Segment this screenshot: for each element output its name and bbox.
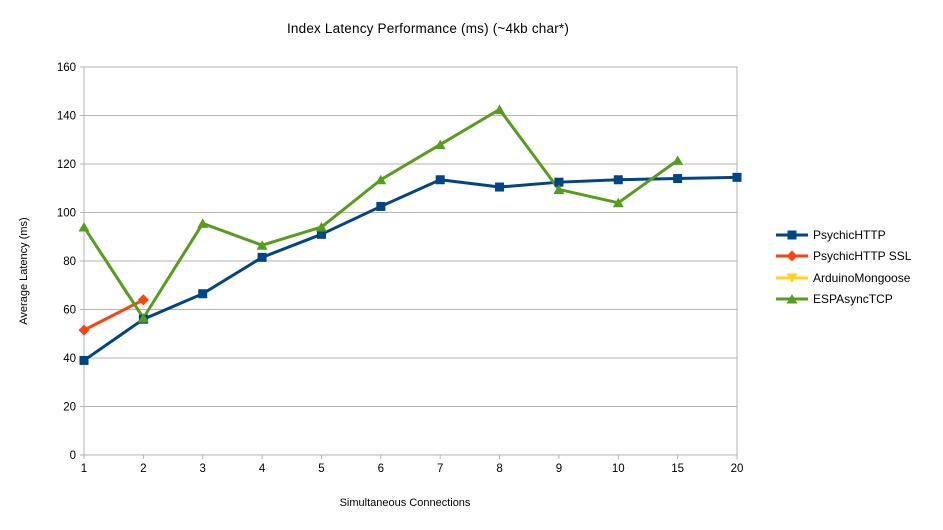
series-line-psychichttp bbox=[83, 175, 738, 362]
x-tick-label: 9 bbox=[556, 463, 562, 475]
legend-label: ESPAsyncTCP bbox=[813, 292, 893, 307]
legend-label: ArduinoMongoose bbox=[813, 270, 911, 285]
legend-marker-shape bbox=[787, 230, 797, 240]
x-axis-title: Simultaneous Connections bbox=[339, 497, 471, 509]
data-point-psychichttp bbox=[376, 201, 386, 211]
y-tick-label: 160 bbox=[57, 62, 76, 74]
data-point-espasynctcp bbox=[612, 197, 624, 208]
legend-marker-shape bbox=[786, 273, 798, 283]
data-point-psychichttp bbox=[495, 182, 505, 192]
data-point-psychichttp bbox=[79, 355, 89, 365]
data-point-espasynctcp bbox=[672, 155, 684, 165]
data-point-psychichttp bbox=[198, 289, 208, 299]
legend-marker-diamond-icon bbox=[776, 250, 808, 262]
x-tick-label: 15 bbox=[671, 463, 684, 475]
data-point-psychichttp-ssl bbox=[137, 294, 149, 306]
data-point-espasynctcp bbox=[315, 222, 327, 232]
data-point-psychichttp bbox=[732, 172, 742, 182]
legend-label: PsychicHTTP bbox=[813, 227, 886, 242]
data-point-psychichttp-ssl bbox=[78, 324, 90, 336]
series-line-espasynctcp bbox=[82, 107, 679, 320]
data-point-espasynctcp bbox=[375, 174, 387, 185]
x-tick-label: 7 bbox=[437, 463, 443, 475]
y-tick-label: 20 bbox=[63, 402, 76, 414]
x-tick-label: 10 bbox=[612, 463, 625, 475]
legend-marker-triangle-down-icon bbox=[776, 273, 808, 283]
y-tick-label: 140 bbox=[57, 111, 76, 123]
legend-label: PsychicHTTP SSL bbox=[813, 249, 912, 264]
legend-marker-shape bbox=[786, 294, 798, 304]
data-point-psychichttp bbox=[613, 175, 623, 185]
legend-marker-shape bbox=[786, 250, 798, 262]
data-point-espasynctcp bbox=[137, 312, 149, 323]
data-point-espasynctcp bbox=[78, 222, 90, 232]
y-tick-label: 40 bbox=[63, 353, 76, 365]
x-tick-label: 6 bbox=[378, 463, 384, 475]
x-tick-label: 8 bbox=[496, 463, 502, 475]
data-point-espasynctcp bbox=[434, 139, 446, 150]
data-point-psychichttp bbox=[257, 252, 267, 262]
x-tick-label: 20 bbox=[731, 463, 744, 475]
data-point-psychichttp bbox=[435, 175, 445, 185]
y-tick-label: 80 bbox=[63, 256, 76, 268]
y-tick-label: 0 bbox=[70, 450, 76, 462]
y-tick-label: 100 bbox=[57, 208, 76, 220]
chart-title: Index Latency Performance (ms) (~4kb cha… bbox=[286, 21, 570, 36]
data-point-espasynctcp bbox=[197, 218, 209, 228]
data-point-espasynctcp bbox=[494, 104, 506, 114]
legend-item-arduinomongoose: ArduinoMongoose bbox=[776, 267, 911, 289]
y-tick-label: 60 bbox=[63, 305, 76, 317]
x-tick-label: 4 bbox=[259, 463, 266, 475]
legend: PsychicHTTP PsychicHTTP SSL ArduinoMongoos… bbox=[776, 224, 911, 310]
legend-marker-square-icon bbox=[776, 230, 808, 240]
data-point-psychichttp bbox=[554, 177, 564, 187]
x-tick-label: 3 bbox=[200, 463, 206, 475]
data-point-espasynctcp bbox=[256, 240, 268, 250]
legend-item-espasynctcp: ESPAsyncTCP bbox=[776, 289, 911, 311]
x-tick-label: 1 bbox=[81, 463, 87, 475]
data-point-psychichttp bbox=[316, 229, 326, 239]
legend-marker-triangle-up-icon bbox=[776, 294, 808, 304]
x-tick-label: 5 bbox=[318, 463, 324, 475]
y-tick-label: 120 bbox=[57, 159, 76, 171]
data-point-psychichttp bbox=[673, 174, 683, 184]
data-point-espasynctcp bbox=[553, 184, 565, 194]
legend-item-psychichttp: PsychicHTTP bbox=[776, 224, 911, 246]
legend-item-psychichttp-ssl: PsychicHTTP SSL bbox=[776, 246, 911, 268]
x-tick-label: 2 bbox=[140, 463, 146, 475]
